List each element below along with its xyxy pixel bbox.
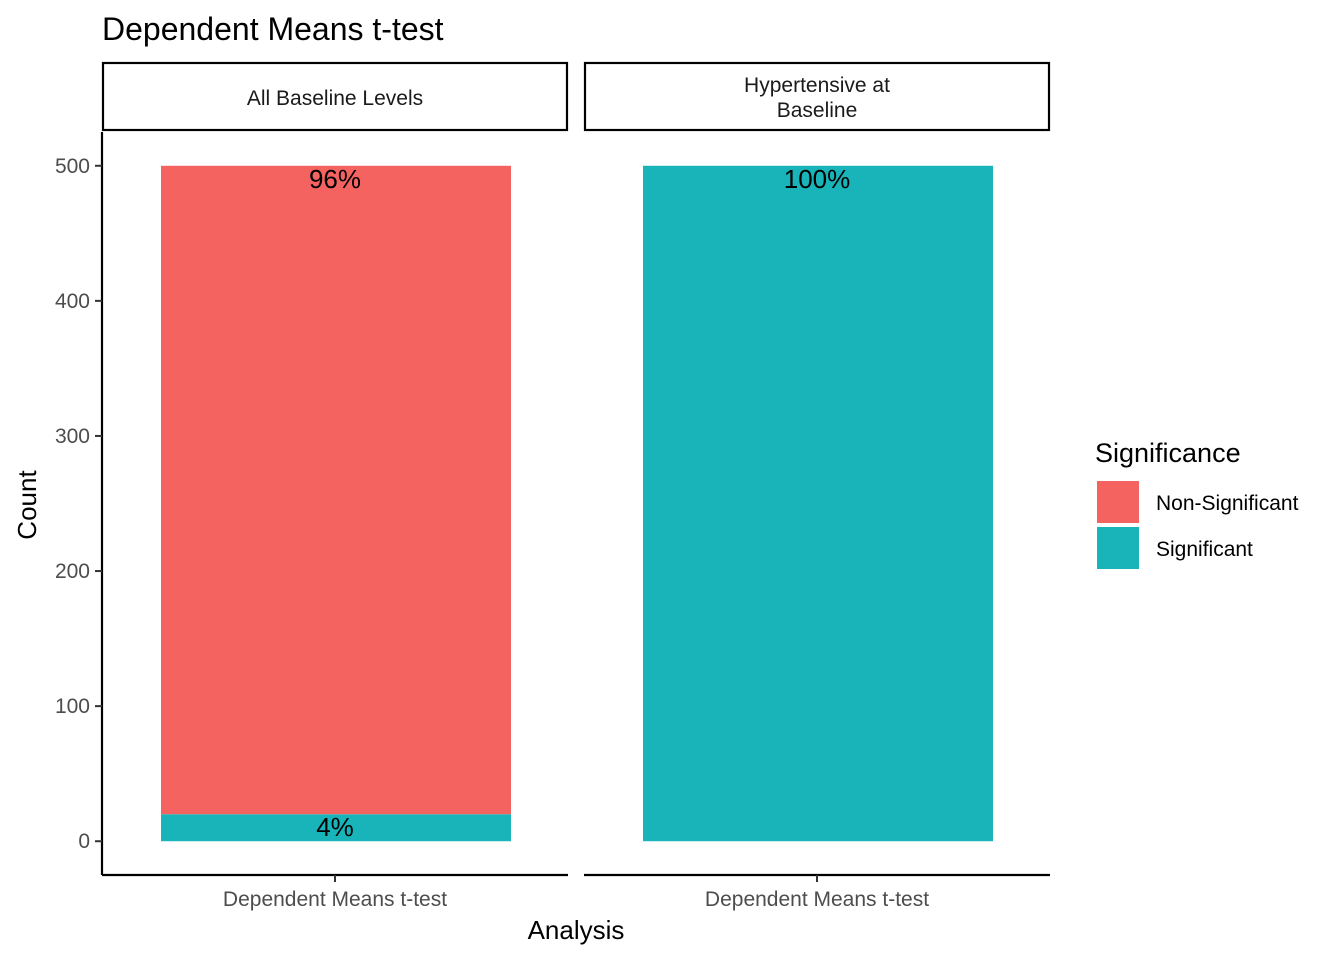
facet-panels: All Baseline Levels 4% 96% Dependent Means … [101,61,1051,911]
bar-segment [161,814,511,842]
legend: Significance Non-Significant Significant [1095,438,1299,569]
y-tick-label: 100 [55,695,90,718]
bar-label: 100% [784,164,851,194]
x-tick-label: Dependent Means t-test [705,888,929,911]
legend-key [1097,527,1139,569]
y-tick-label: 500 [55,155,90,178]
y-tick-label: 0 [78,830,90,853]
x-axis-title: Analysis [528,915,625,945]
bar-segment [161,165,511,815]
y-axis: 0 100 200 300 400 500 [55,132,104,875]
facet-strip-label: All Baseline Levels [247,87,423,110]
legend-key [1097,481,1139,523]
y-tick-label: 300 [55,425,90,448]
chart-title: Dependent Means t-test [102,11,444,47]
y-tick-label: 400 [55,290,90,313]
x-tick-label: Dependent Means t-test [223,888,447,911]
legend-label: Significant [1156,538,1253,561]
bar-label: 4% [316,812,354,842]
facet-panel: All Baseline Levels 4% 96% Dependent Means … [101,61,569,911]
bar-label: 96% [309,164,361,194]
y-axis-title: Count [12,470,42,540]
facet-strip-label: Hypertensive at [744,74,890,97]
facet-strip [101,61,569,132]
legend-title: Significance [1095,438,1241,468]
legend-label: Non-Significant [1156,492,1299,515]
y-tick-label: 200 [55,560,90,583]
facet-strip-label: Baseline [777,99,858,122]
facet-strip [583,61,1051,132]
bar-segment [643,165,993,842]
